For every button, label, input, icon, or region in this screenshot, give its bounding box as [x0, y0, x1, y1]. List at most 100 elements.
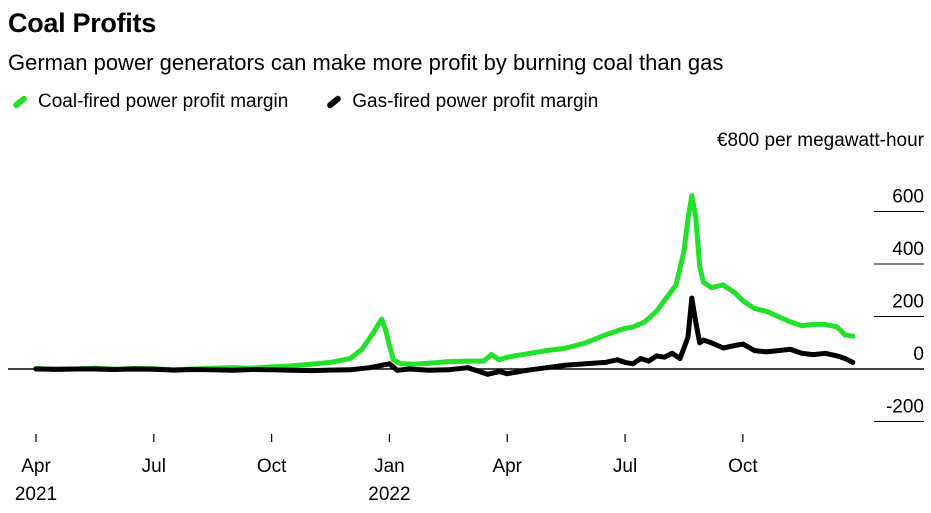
data-point-coal: [583, 340, 589, 346]
x-tick-year-label: 2021: [15, 484, 57, 505]
data-point-gas: [497, 369, 502, 374]
y-tick-label: 400: [892, 239, 924, 260]
data-point-gas: [775, 348, 781, 353]
data-point-coal: [834, 324, 840, 330]
data-point-coal: [288, 363, 294, 369]
data-point-gas: [524, 367, 530, 373]
data-point-gas: [799, 350, 805, 356]
data-point-gas: [689, 295, 695, 301]
data-point-gas: [249, 367, 255, 372]
y-tick-label: -200: [886, 397, 924, 418]
data-point-gas: [622, 360, 628, 365]
data-point-coal: [693, 214, 699, 220]
data-point-coal: [563, 345, 569, 351]
data-point-coal: [481, 358, 487, 364]
series-layer: [33, 193, 856, 377]
x-tick-year-label: 2022: [368, 484, 410, 505]
data-point-coal: [603, 332, 608, 338]
data-point-coal: [740, 298, 746, 304]
data-point-coal: [544, 348, 549, 353]
data-point-coal: [701, 280, 706, 285]
data-point-gas: [811, 352, 816, 357]
data-point-gas: [646, 358, 651, 364]
data-point-gas: [465, 365, 471, 371]
x-tick-label: Apr: [21, 456, 51, 477]
x-tick-label: Oct: [728, 456, 758, 477]
data-point-coal: [799, 323, 805, 329]
data-point-gas: [822, 350, 828, 356]
data-point-gas: [445, 367, 451, 373]
x-tick-label: Jul: [142, 456, 166, 477]
legend-label-gas: Gas-fired power profit margin: [352, 91, 599, 112]
data-point-gas: [732, 343, 738, 348]
data-point-coal: [811, 322, 816, 327]
data-point-gas: [347, 367, 353, 373]
data-point-gas: [210, 367, 216, 373]
data-point-gas: [72, 366, 78, 372]
data-point-coal: [391, 357, 396, 363]
data-point-coal: [775, 314, 781, 319]
data-point-coal: [681, 248, 687, 254]
data-point-gas: [406, 366, 412, 372]
data-point-gas: [328, 367, 333, 373]
data-point-coal: [387, 343, 392, 348]
data-point-gas: [426, 367, 432, 373]
data-point-coal: [524, 351, 530, 357]
y-tick-label: 200: [892, 292, 924, 313]
x-axis: Apr 2021 Jul Oct Jan 2022 Apr Jul Oct: [15, 434, 758, 505]
data-point-coal: [673, 282, 679, 288]
data-point-coal: [842, 332, 848, 338]
chart-subtitle: German power generators can make more pr…: [8, 50, 724, 75]
data-point-gas: [752, 348, 757, 353]
data-point-gas: [834, 353, 840, 359]
series-line-coal: [33, 193, 856, 373]
data-point-gas: [33, 366, 39, 372]
x-tick-label: Oct: [257, 456, 287, 477]
data-point-coal: [685, 217, 691, 222]
data-point-coal: [642, 319, 648, 325]
data-point-gas: [614, 357, 620, 363]
data-point-coal: [383, 327, 388, 332]
data-point-gas: [709, 340, 714, 346]
data-point-coal: [445, 359, 451, 364]
data-point-gas: [190, 367, 196, 372]
data-point-gas: [308, 368, 314, 373]
data-point-gas: [787, 346, 793, 352]
data-point-gas: [693, 319, 699, 325]
data-point-gas: [387, 361, 392, 367]
data-point-coal: [347, 356, 353, 361]
data-point-gas: [394, 367, 400, 373]
data-point-coal: [398, 361, 404, 367]
data-point-coal: [622, 325, 628, 331]
data-point-gas: [583, 361, 589, 367]
data-point-gas: [504, 371, 510, 377]
chart-title: Coal Profits: [8, 8, 156, 38]
x-tick-label: Jan: [374, 456, 405, 477]
data-point-coal: [661, 298, 667, 304]
data-point-gas: [603, 360, 608, 365]
data-point-coal: [328, 360, 333, 365]
data-point-gas: [131, 366, 137, 372]
data-point-gas: [842, 356, 848, 361]
data-point-coal: [850, 333, 856, 339]
data-point-gas: [112, 367, 117, 372]
y-grid: 600 400 200 0 -200: [8, 187, 924, 422]
data-point-gas: [764, 349, 769, 355]
x-tick-label: Jul: [613, 456, 637, 477]
data-point-coal: [379, 316, 384, 322]
data-point-gas: [720, 345, 726, 351]
data-point-coal: [709, 285, 714, 290]
data-point-coal: [764, 308, 769, 314]
data-point-coal: [689, 193, 695, 199]
data-point-gas: [151, 366, 157, 372]
legend: Coal-fired power profit margin Gas-fired…: [8, 91, 632, 113]
data-point-gas: [288, 367, 294, 373]
data-point-coal: [426, 360, 432, 366]
data-point-gas: [171, 367, 176, 373]
data-point-coal: [732, 290, 738, 296]
legend-item-coal: Coal-fired power profit margin: [8, 91, 288, 113]
data-point-gas: [544, 365, 549, 371]
data-point-coal: [654, 308, 659, 314]
data-point-gas: [53, 366, 58, 372]
